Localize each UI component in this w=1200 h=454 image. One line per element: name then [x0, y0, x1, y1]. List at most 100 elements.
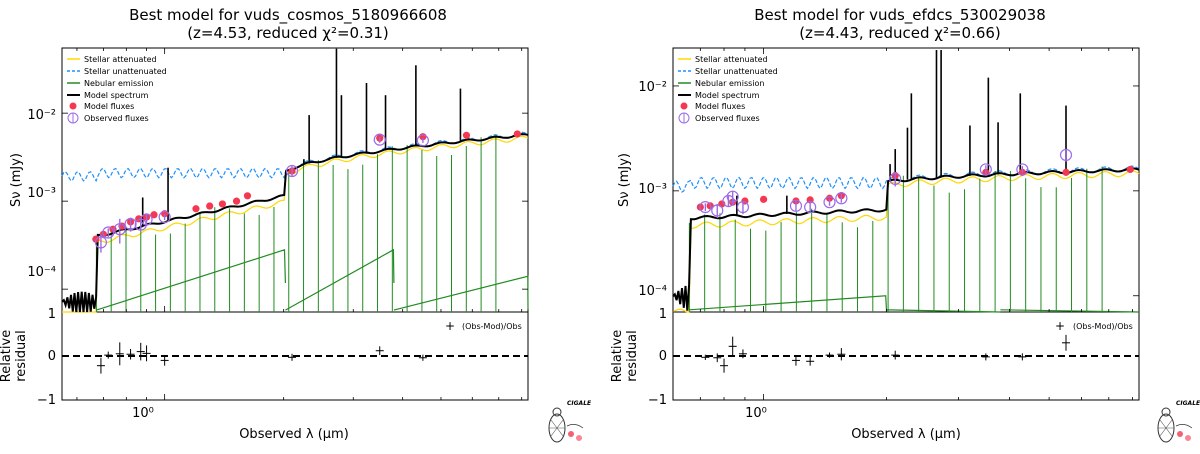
observed-flux-point — [285, 164, 299, 178]
observed-flux-point — [979, 163, 992, 176]
residual-axis-label: residual — [625, 330, 640, 382]
model-flux-point — [462, 131, 471, 139]
legend-label: Model spectrum — [695, 91, 760, 100]
observed-flux-point — [823, 196, 836, 209]
observed-flux-point — [699, 200, 712, 214]
x-axis-label: Observed λ (μm) — [851, 427, 961, 442]
model-flux-point — [1062, 168, 1070, 176]
spectrum-traces — [61, 48, 529, 400]
residual-legend-marker: + — [445, 319, 455, 333]
legend: Stellar attenuated Stellar unattenuated … — [678, 55, 778, 124]
residual-axis-label: Relative — [0, 330, 14, 382]
model-spectrum-line — [61, 133, 529, 313]
flux-marks — [696, 148, 1134, 219]
model-flux-point — [513, 130, 521, 138]
observed-flux-point — [124, 217, 137, 231]
cigale-logo-text: CIGALE — [1176, 400, 1200, 407]
observed-flux-point — [416, 134, 429, 147]
residual-axis-label: residual — [14, 330, 29, 382]
residual-marks — [701, 334, 1071, 373]
model-flux-point — [218, 200, 227, 208]
residual-tick-label: 1 — [659, 307, 667, 322]
observed-flux-point — [736, 200, 750, 214]
legend: Stellar attenuated Stellar unattenuated … — [67, 55, 167, 124]
observed-flux-point — [102, 226, 115, 239]
model-flux-point — [243, 192, 252, 200]
residual-axis-label: Relative — [610, 330, 625, 382]
axis-ticks — [672, 48, 1139, 400]
y-axis-label: Sν (mJy) — [617, 153, 632, 207]
y-tick-label: 10⁻² — [638, 80, 667, 95]
observed-flux-point — [722, 194, 735, 208]
cigale-insect-icon — [548, 407, 584, 443]
residual-tick-label: 1 — [48, 307, 56, 322]
y-tick-label: 10⁻⁴ — [638, 284, 667, 299]
observed-flux-point — [1016, 163, 1029, 176]
residual-tick-label: 0 — [659, 349, 667, 364]
chart-panel-left: Best model for vuds_cosmos_5180966608 (z… — [0, 6, 529, 442]
y-tick-label: 10⁻² — [27, 108, 56, 123]
y-tick-label: 10⁻³ — [27, 186, 56, 201]
chart-subtitle: (z=4.43, reduced χ²=0.66) — [799, 24, 1001, 42]
observed-flux-point — [140, 213, 153, 226]
legend-label: Nebular emission — [695, 79, 764, 88]
model-flux-point — [232, 197, 241, 205]
nebular-continuum-line — [689, 295, 1139, 313]
model-flux-point — [206, 202, 214, 210]
cigale-insect-icon — [1157, 407, 1193, 443]
legend-label: Nebular emission — [84, 79, 153, 88]
x-tick-label: 10⁰ — [132, 406, 154, 421]
legend-label: Observed fluxes — [84, 114, 149, 123]
x-axis-label: Observed λ (μm) — [239, 427, 349, 442]
cigale-logo: CIGALE — [1152, 398, 1200, 450]
legend-label: Model spectrum — [84, 91, 149, 100]
model-flux-point — [1126, 165, 1134, 174]
x-tick-label: 10⁰ — [745, 406, 767, 421]
residual-tick-label: 0 — [48, 349, 56, 364]
observed-flux-point — [94, 236, 108, 249]
model-spectrum-line — [672, 167, 1140, 311]
stellar-unattenuated-line — [672, 165, 1140, 193]
model-flux-point — [150, 211, 158, 219]
residual-legend-label: (Obs-Mod)/Obs — [1073, 322, 1133, 331]
y-tick-label: 10⁻³ — [638, 182, 667, 197]
stellar-attenuated-line — [672, 170, 1140, 313]
observed-flux-point — [835, 192, 848, 205]
observed-flux-point — [726, 190, 739, 203]
stellar-unattenuated-line — [61, 131, 529, 183]
flux-marks — [92, 130, 521, 253]
legend-label: Stellar unattenuated — [695, 67, 778, 76]
legend-swatch-model-fluxes — [680, 102, 688, 110]
chart-title: Best model for vuds_efdcs_530029038 — [754, 6, 1046, 25]
chart-panel-right: Best model for vuds_efdcs_530029038 (z=4… — [610, 6, 1140, 442]
observed-flux-point — [711, 204, 724, 217]
chart-subtitle: (z=4.53, reduced χ²=0.31) — [187, 24, 389, 42]
y-tick-label: 10⁻⁴ — [27, 265, 56, 280]
observed-flux-point — [889, 172, 902, 185]
observed-flux-point — [373, 133, 386, 146]
cigale-logo: CIGALE — [543, 398, 591, 450]
legend-swatch-model-fluxes — [69, 102, 77, 110]
axis-ticks — [62, 48, 528, 400]
legend-label: Model fluxes — [84, 102, 134, 111]
legend-label: Stellar unattenuated — [84, 67, 167, 76]
nebular-continuum-line — [96, 248, 529, 311]
legend-label: Stellar attenuated — [695, 55, 768, 64]
observed-flux-point — [158, 210, 171, 224]
residual-tick-label: −1 — [37, 393, 56, 408]
y-axis-label: Sν (mJy) — [9, 153, 24, 207]
residual-tick-label: −1 — [648, 393, 667, 408]
observed-flux-point — [1059, 148, 1073, 162]
legend-label: Stellar attenuated — [84, 55, 157, 64]
residual-marks — [96, 342, 427, 374]
observed-flux-point — [804, 200, 817, 214]
residual-legend: + (Obs-Mod)/Obs — [1055, 319, 1133, 333]
observed-flux-point — [113, 223, 126, 236]
residual-legend-label: (Obs-Mod)/Obs — [462, 322, 522, 331]
chart-title: Best model for vuds_cosmos_5180966608 — [129, 6, 447, 25]
model-flux-point — [192, 205, 200, 213]
residual-legend-marker: + — [1055, 319, 1065, 333]
legend-label: Observed fluxes — [695, 114, 760, 123]
observed-flux-point — [789, 199, 803, 212]
